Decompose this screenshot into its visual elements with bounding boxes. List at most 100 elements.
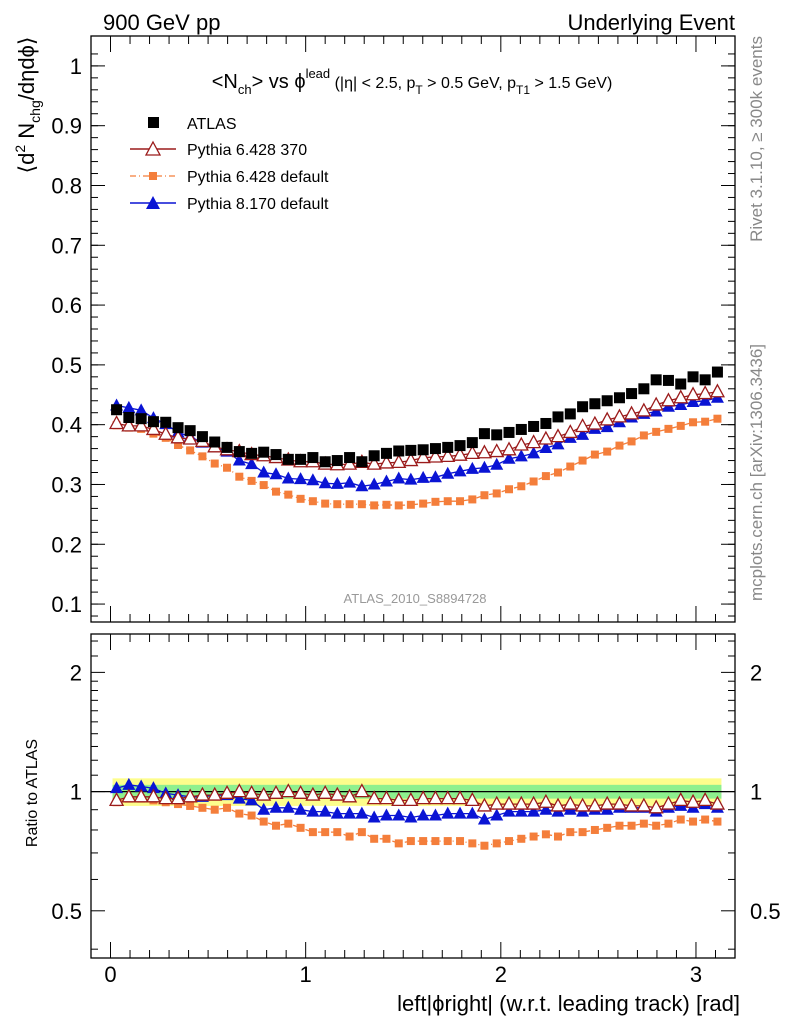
data-point (368, 450, 380, 462)
data-point (539, 802, 553, 815)
data-point (318, 804, 332, 817)
data-point (431, 497, 440, 506)
data-point (589, 398, 601, 410)
data-point (366, 790, 382, 805)
data-point (416, 808, 430, 821)
data-point (108, 415, 125, 430)
data-point (611, 408, 628, 423)
data-point (330, 806, 344, 819)
data-point (196, 431, 208, 443)
data-point (465, 806, 479, 819)
data-point (514, 449, 528, 462)
data-point (709, 383, 726, 398)
data-point (443, 837, 452, 846)
data-point (329, 786, 345, 801)
data-point (490, 808, 504, 821)
data-point (404, 472, 418, 485)
data-point (121, 417, 137, 432)
data-point (623, 405, 640, 420)
data-point (394, 501, 403, 510)
data-point (198, 452, 207, 461)
data-point (689, 817, 698, 826)
data-point (158, 790, 174, 805)
data-point (357, 500, 366, 509)
data-point (615, 441, 624, 450)
data-point (367, 810, 381, 823)
data-point (415, 449, 431, 464)
data-point (379, 474, 393, 487)
data-point (464, 792, 480, 807)
data-point (674, 397, 688, 410)
data-point (282, 453, 294, 465)
data-point (272, 487, 281, 496)
data-point (294, 472, 308, 485)
data-point (405, 444, 417, 456)
data-point (478, 428, 490, 440)
data-point (505, 837, 514, 846)
data-point (477, 812, 491, 825)
legend-pythia8-label: Pythia 8.170 default (187, 196, 329, 213)
data-point (382, 500, 391, 509)
data-point (145, 421, 162, 436)
data-point (345, 832, 354, 841)
x-tick-label: 1 (300, 962, 312, 987)
data-point (259, 817, 268, 826)
data-point (231, 783, 247, 798)
data-point (134, 779, 148, 792)
main-y-tick-label: 0.7 (51, 233, 82, 258)
data-point (147, 416, 159, 428)
data-point (440, 790, 456, 805)
data-point (134, 403, 148, 416)
data-point (576, 427, 590, 440)
data-point (280, 783, 296, 798)
axes: 0.1 0.2 0.3 0.4 0.5 0.6 0.7 0.8 0.9 1 0 1 2 3 0.5 0.5 1 1… (51, 35, 781, 987)
data-point (599, 795, 615, 810)
data-point (321, 828, 330, 837)
data-point (268, 784, 284, 799)
data-point (256, 786, 272, 801)
data-point (476, 797, 493, 812)
legend-entry-pythia8: Pythia 8.170 default (130, 196, 329, 213)
data-point (296, 823, 305, 832)
data-point (296, 494, 305, 503)
data-point (393, 445, 405, 457)
main-y-tick-label: 0.2 (51, 532, 82, 557)
main-series-line (116, 391, 718, 466)
data-point (184, 425, 196, 437)
legend-atlas-label: ATLAS (187, 116, 237, 133)
legend-entry-atlas: ATLAS (148, 116, 237, 133)
data-point (170, 429, 186, 444)
data-point (343, 475, 357, 488)
data-point (355, 479, 369, 492)
ratio-y-tick-label: 0.5 (51, 899, 82, 924)
ratio-y-tick-label: 2 (70, 660, 82, 685)
data-point (356, 456, 368, 468)
data-point (489, 795, 505, 810)
data-point (701, 815, 710, 824)
data-point (527, 446, 541, 459)
data-point (391, 792, 407, 807)
data-point (505, 485, 514, 494)
data-point (354, 783, 370, 798)
data-point (713, 817, 722, 826)
data-point (272, 821, 281, 830)
data-point (172, 422, 184, 434)
data-point (247, 476, 256, 485)
data-point (133, 788, 149, 803)
data-point (321, 499, 330, 508)
data-point (650, 374, 662, 386)
data-point (382, 834, 391, 843)
data-point (578, 828, 587, 837)
x-tick-label: 0 (104, 962, 116, 987)
data-point (146, 781, 160, 794)
data-point (517, 834, 526, 843)
data-point (370, 501, 379, 510)
data-point (207, 786, 223, 801)
data-point (452, 446, 468, 461)
data-point (341, 455, 358, 470)
data-point (453, 806, 467, 819)
legend-pythia-370-marker (144, 140, 162, 156)
data-point (170, 790, 186, 805)
data-point (394, 839, 403, 848)
